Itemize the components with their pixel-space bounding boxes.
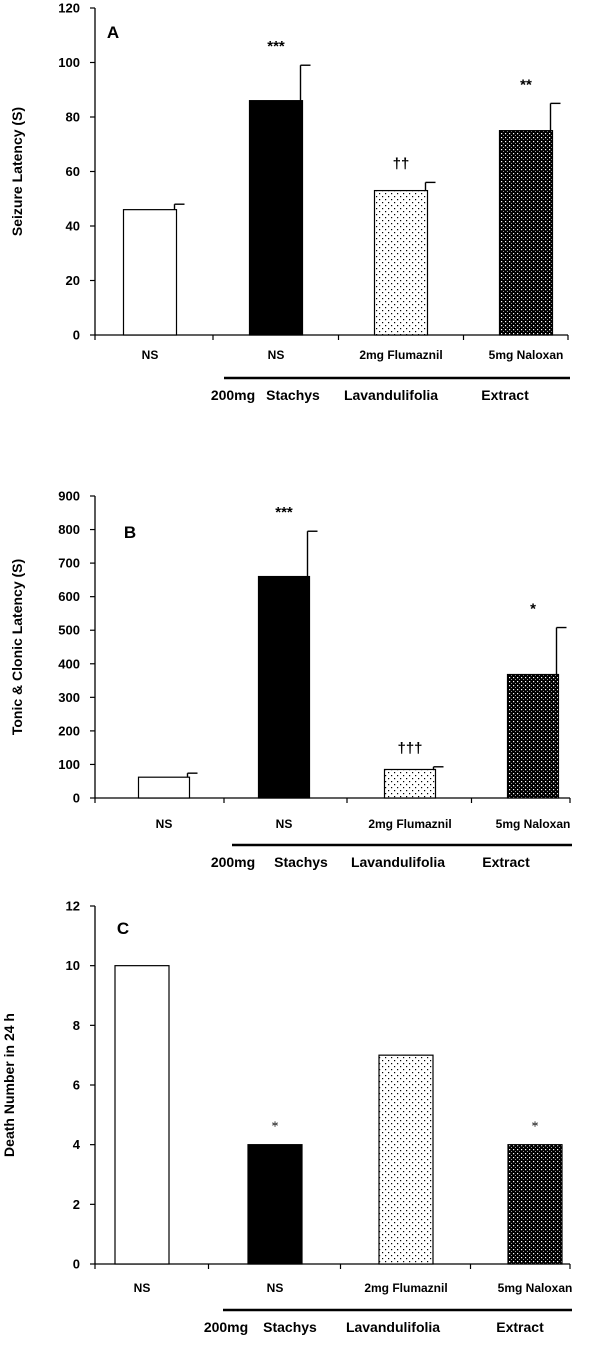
group-label-word: Lavandulifolia — [346, 1319, 440, 1335]
bar — [114, 965, 170, 1265]
bar — [373, 189, 429, 336]
bar — [498, 130, 554, 336]
group-label-word: Lavandulifolia — [344, 387, 438, 403]
group-label-word: Stachys — [274, 854, 328, 870]
group-label-word: 200mg — [211, 854, 255, 870]
significance-marker: *** — [275, 504, 293, 521]
y-tick-label: 4 — [73, 1137, 81, 1152]
y-tick-label: 0 — [73, 791, 80, 806]
bar — [257, 575, 311, 799]
bar — [248, 100, 304, 336]
x-category-label: 2mg Flumaznil — [364, 1281, 447, 1295]
y-tick-label: 2 — [73, 1197, 80, 1212]
panel-label: B — [124, 523, 136, 542]
group-label-word: 200mg — [211, 387, 255, 403]
y-tick-label: 400 — [58, 656, 80, 671]
significance-marker: * — [530, 601, 536, 618]
y-tick-label: 900 — [58, 489, 80, 504]
group-label-word: Extract — [482, 854, 530, 870]
group-label-word: 200mg — [204, 1319, 248, 1335]
y-tick-label: 20 — [66, 273, 80, 288]
y-tick-label: 60 — [66, 164, 80, 179]
group-label-word: Stachys — [263, 1319, 317, 1335]
y-tick-label: 0 — [73, 1257, 80, 1272]
group-label-word: Stachys — [266, 387, 320, 403]
x-category-label: 5mg Naloxan — [498, 1281, 573, 1295]
y-tick-label: 12 — [66, 899, 80, 914]
x-category-label: 2mg Flumaznil — [359, 348, 442, 362]
bar — [506, 673, 560, 799]
y-axis-label: Tonic & Clonic Latency (S) — [9, 559, 25, 735]
y-tick-label: 600 — [58, 589, 80, 604]
group-label-word: Extract — [496, 1319, 544, 1335]
y-tick-label: 80 — [66, 110, 80, 125]
x-category-label: NS — [134, 1281, 151, 1295]
y-tick-label: 800 — [58, 522, 80, 537]
chart-panel-c: 0 2 4 6 8 10 12 Death Number in 24 h C NS * NS 2mg F… — [1, 899, 572, 1336]
y-tick-label: 40 — [66, 219, 80, 234]
y-tick-label: 100 — [58, 757, 80, 772]
y-tick-label: 0 — [73, 328, 80, 343]
bar — [383, 768, 437, 799]
bar — [137, 776, 191, 799]
x-category-label: NS — [276, 817, 293, 831]
y-axis-label: Death Number in 24 h — [1, 1013, 17, 1157]
x-category-label: NS — [142, 348, 159, 362]
bar — [507, 1144, 563, 1265]
y-tick-label: 200 — [58, 723, 80, 738]
group-label-word: Extract — [481, 387, 529, 403]
y-tick-label: 500 — [58, 623, 80, 638]
group-label-word: Lavandulifolia — [351, 854, 445, 870]
x-category-label: NS — [267, 1281, 284, 1295]
y-axis-label: Seizure Latency (S) — [9, 107, 25, 236]
x-category-label: NS — [268, 348, 285, 362]
y-tick-label: 10 — [66, 958, 80, 973]
bar — [122, 209, 178, 336]
chart-panel-b: 0 100 200 300 400 500 600 700 800 900 Tonic & Clon… — [9, 489, 572, 870]
bar — [247, 1144, 303, 1265]
y-tick-label: 6 — [73, 1078, 80, 1093]
significance-marker: *** — [267, 38, 285, 55]
y-tick-label: 8 — [73, 1018, 80, 1033]
significance-marker: ** — [520, 76, 532, 93]
y-tick-label: 120 — [58, 1, 80, 16]
y-tick-label: 100 — [58, 55, 80, 70]
panel-label: A — [107, 23, 119, 42]
panel-label: C — [117, 919, 129, 938]
significance-marker: * — [272, 1120, 279, 1135]
x-category-label: NS — [156, 817, 173, 831]
significance-marker: ††† — [397, 740, 422, 757]
y-tick-label: 300 — [58, 690, 80, 705]
x-category-label: 5mg Naloxan — [489, 348, 564, 362]
x-category-label: 2mg Flumaznil — [368, 817, 451, 831]
x-category-label: 5mg Naloxan — [496, 817, 571, 831]
significance-marker: †† — [393, 155, 410, 172]
bar — [378, 1054, 434, 1265]
y-tick-label: 700 — [58, 556, 80, 571]
significance-marker: * — [532, 1120, 539, 1135]
